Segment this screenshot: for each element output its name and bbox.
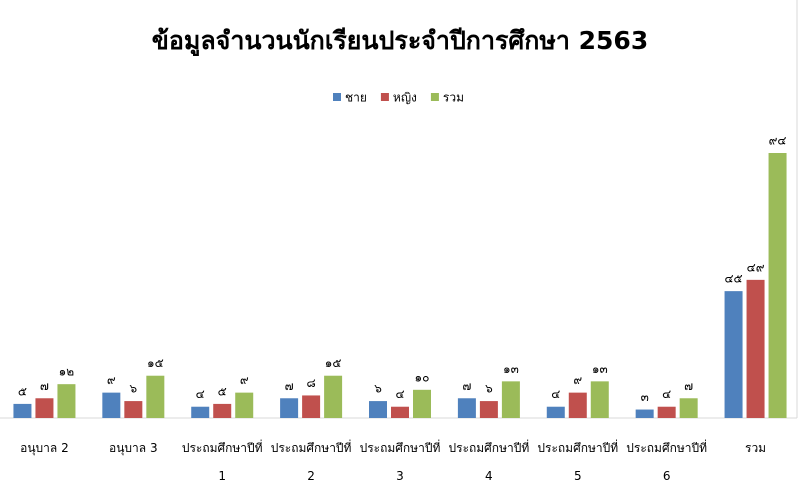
bar bbox=[391, 406, 409, 418]
data-label: ๔ bbox=[662, 387, 671, 401]
bar bbox=[213, 403, 232, 418]
data-label: ๙ bbox=[107, 373, 116, 387]
chart-title: ข้อมูลจำนวนนักเรียนประจำปีการศึกษา 2563 bbox=[152, 26, 648, 57]
data-label: ๗ bbox=[462, 379, 471, 393]
bar bbox=[501, 381, 520, 418]
bar bbox=[546, 406, 565, 418]
data-label: ๑๕ bbox=[147, 356, 164, 370]
legend-label: ชาย bbox=[345, 91, 367, 105]
legend-swatch bbox=[380, 93, 389, 101]
data-label: ๔ bbox=[196, 387, 205, 401]
data-label: ๕ bbox=[218, 384, 227, 398]
bar bbox=[13, 403, 32, 418]
bar bbox=[280, 398, 299, 418]
data-label: ๔๕ bbox=[724, 272, 742, 286]
data-label: ๕ bbox=[18, 384, 27, 398]
bar bbox=[102, 392, 121, 418]
x-tick-label: รวม bbox=[745, 441, 767, 455]
bar bbox=[657, 406, 676, 418]
x-tick-label: ประถมศึกษาปีที่ 3 bbox=[359, 441, 441, 483]
legend-label: รวม bbox=[443, 91, 464, 105]
bar bbox=[57, 384, 76, 418]
x-tick-label: อนุบาล 3 bbox=[109, 441, 158, 455]
data-label: ๗ bbox=[40, 379, 49, 393]
bar bbox=[724, 291, 743, 418]
data-label: ๖ bbox=[374, 382, 382, 396]
legend-swatch bbox=[430, 93, 439, 101]
bar bbox=[146, 375, 165, 418]
data-label: ๘ bbox=[306, 376, 315, 390]
data-label: ๔๙ bbox=[747, 260, 765, 274]
bar bbox=[768, 153, 787, 418]
x-tick-label: ประถมศึกษาปีที่ 6 bbox=[626, 441, 708, 483]
bar bbox=[191, 406, 210, 418]
data-label: ๖ bbox=[485, 382, 493, 396]
bar bbox=[413, 389, 431, 418]
bar bbox=[568, 392, 587, 418]
x-tick-label: ประถมศึกษาปีที่ 4 bbox=[448, 441, 530, 483]
data-label: ๑๒ bbox=[59, 365, 75, 379]
bar bbox=[457, 398, 476, 418]
bar bbox=[679, 398, 698, 418]
bar bbox=[324, 375, 343, 418]
data-label: ๖ bbox=[130, 382, 138, 396]
data-label: ๔ bbox=[395, 387, 404, 401]
data-label: ๑๓ bbox=[592, 362, 608, 376]
data-label: ๙๔ bbox=[769, 134, 787, 148]
bar bbox=[746, 279, 765, 418]
bar bbox=[369, 401, 387, 418]
bar bbox=[302, 395, 321, 418]
data-label: ๗ bbox=[285, 379, 294, 393]
data-label: ๑๕ bbox=[325, 356, 342, 370]
data-label: ๑๓ bbox=[503, 362, 519, 376]
data-label: ๙ bbox=[240, 373, 249, 387]
data-label: ๗ bbox=[684, 379, 693, 393]
legend-label: หญิง bbox=[393, 91, 417, 105]
bar bbox=[635, 409, 654, 418]
bar bbox=[590, 381, 609, 418]
data-label: ๔ bbox=[551, 387, 560, 401]
x-tick-label: ประถมศึกษาปีที่ 5 bbox=[537, 441, 619, 483]
legend-swatch bbox=[333, 93, 341, 101]
bar bbox=[124, 401, 143, 418]
x-tick-label: อนุบาล 2 bbox=[20, 441, 69, 455]
bar bbox=[479, 401, 498, 418]
data-label: ๑๐ bbox=[415, 370, 430, 384]
bar bbox=[235, 392, 254, 418]
data-label: ๙ bbox=[573, 373, 582, 387]
bar bbox=[35, 398, 54, 418]
x-tick-label: ประถมศึกษาปีที่ 2 bbox=[270, 441, 352, 483]
data-label: ๓ bbox=[641, 390, 649, 404]
x-tick-label: ประถมศึกษาปีที่ 1 bbox=[181, 441, 263, 483]
